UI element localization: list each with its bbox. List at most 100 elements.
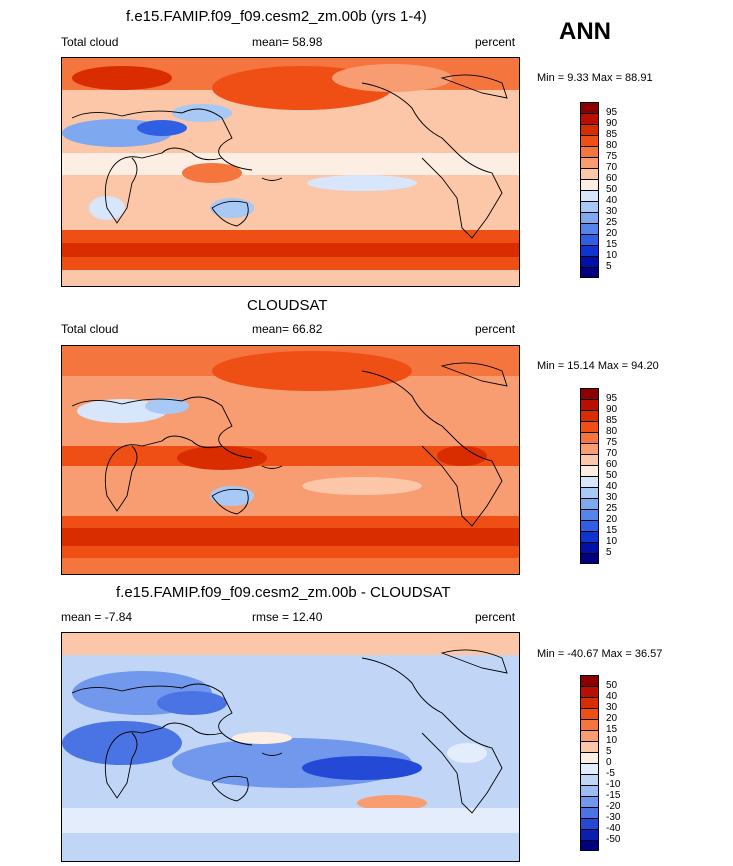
panel3-antarctica: [62, 833, 519, 861]
colorbar-tick-label: 70: [606, 162, 618, 173]
colorbar-tick-label: 50: [606, 470, 618, 481]
colorbar-tick-label: 90: [606, 404, 618, 415]
panel2-npacific: [212, 351, 412, 391]
colorbar-swatch: [580, 113, 599, 124]
colorbar-swatch: [580, 774, 599, 785]
panel2-variable-label: Total cloud: [61, 322, 119, 336]
colorbar-swatch: [580, 796, 599, 807]
colorbar-swatch: [580, 752, 599, 763]
colorbar-tick-label: 95: [606, 107, 618, 118]
colorbar-tick-label: 5: [606, 547, 612, 558]
panel1-maritime-continent: [182, 163, 242, 183]
colorbar-swatch: [580, 730, 599, 741]
panel2-map: [61, 345, 520, 575]
colorbar-tick-label: 40: [606, 481, 618, 492]
panel3-warmpool: [232, 732, 292, 744]
panel1-coastlines: [71, 74, 508, 239]
colorbar-tick-label: 15: [606, 239, 618, 250]
colorbar-swatch: [580, 498, 599, 509]
panel3-amazon: [447, 743, 487, 763]
colorbar-tick-label: -10: [606, 779, 621, 790]
panel3-units: percent: [475, 610, 516, 624]
panel2-title: CLOUDSAT: [247, 297, 328, 314]
colorbar-swatch: [580, 135, 599, 146]
panel3-rmse: rmse = 12.40: [252, 610, 323, 624]
panel2-field: [62, 346, 519, 574]
colorbar-swatch: [580, 443, 599, 454]
colorbar-tick-label: -40: [606, 823, 621, 834]
panel1-mean: mean= 58.98: [252, 35, 323, 49]
panel1-arabia: [137, 120, 187, 136]
colorbar-swatch: [580, 388, 599, 399]
panel3-asia-neg: [157, 691, 227, 715]
colorbar-tick-label: 75: [606, 151, 618, 162]
colorbar-swatch: [580, 234, 599, 245]
panel3-minmax: Min = -40.67 Max = 36.57: [537, 648, 663, 660]
panel2-maritime-continent: [177, 446, 267, 470]
panel1-epac: [307, 175, 417, 191]
colorbar-swatch: [580, 267, 599, 278]
panel2-itcz: [62, 446, 519, 466]
colorbar-swatch: [580, 102, 599, 113]
colorbar-swatch: [580, 818, 599, 829]
panel2-minmax: Min = 15.14 Max = 94.20: [537, 360, 659, 372]
panel3-africa-neg: [62, 721, 182, 765]
colorbar-tick-label: -15: [606, 790, 621, 801]
colorbar-swatch: [580, 829, 599, 840]
season-label: ANN: [559, 18, 611, 45]
panel1-south-core: [62, 243, 519, 257]
colorbar-tick-label: 40: [606, 195, 618, 206]
colorbar-tick-label: 15: [606, 525, 618, 536]
colorbar-tick-label: 80: [606, 426, 618, 437]
colorbar-tick-label: 15: [606, 724, 618, 735]
panel1-tropics: [62, 153, 519, 175]
panel1-units: percent: [475, 35, 516, 49]
colorbar-tick-label: 5: [606, 261, 612, 272]
colorbar-swatch: [580, 553, 599, 564]
colorbar-tick-label: 20: [606, 228, 618, 239]
colorbar-swatch: [580, 509, 599, 520]
colorbar-swatch: [580, 763, 599, 774]
panel2-antarctica: [62, 558, 519, 574]
colorbar-tick-label: 85: [606, 129, 618, 140]
colorbar-swatch: [580, 157, 599, 168]
colorbar-tick-label: 20: [606, 713, 618, 724]
colorbar-tick-label: 70: [606, 448, 618, 459]
panel1-variable-label: Total cloud: [61, 35, 119, 49]
colorbar-swatch: [580, 675, 599, 686]
colorbar-tick-label: 50: [606, 680, 618, 691]
panel3-epac-neg: [302, 756, 422, 780]
panel2-sahara: [77, 399, 167, 423]
panel1-arctic-light: [332, 64, 452, 92]
colorbar-tick-label: 10: [606, 250, 618, 261]
colorbar-swatch: [580, 399, 599, 410]
colorbar-swatch: [580, 719, 599, 730]
panel2-coastlines: [71, 362, 508, 527]
colorbar-swatch: [580, 124, 599, 135]
colorbar-tick-label: 30: [606, 702, 618, 713]
panel2-units: percent: [475, 322, 516, 336]
panel1-title: f.e15.FAMIP.f09_f09.cesm2_zm.00b (yrs 1-…: [126, 8, 427, 25]
colorbar-tick-label: 10: [606, 735, 618, 746]
colorbar-tick-label: 80: [606, 140, 618, 151]
colorbar-swatch: [580, 212, 599, 223]
colorbar-tick-label: 10: [606, 536, 618, 547]
panel2-sepac: [302, 477, 422, 495]
colorbar-swatch: [580, 432, 599, 443]
colorbar-tick-label: 75: [606, 437, 618, 448]
panel1-field: [62, 58, 519, 286]
colorbar-swatch: [580, 785, 599, 796]
colorbar-swatch: [580, 487, 599, 498]
panel1-antarctica: [62, 270, 519, 286]
panel2-mean: mean= 66.82: [252, 322, 323, 336]
colorbar-tick-label: 90: [606, 118, 618, 129]
colorbar-swatch: [580, 256, 599, 267]
colorbar-swatch: [580, 168, 599, 179]
colorbar-swatch: [580, 520, 599, 531]
colorbar-swatch: [580, 686, 599, 697]
colorbar-tick-label: -5: [606, 768, 615, 779]
colorbar-swatch: [580, 531, 599, 542]
colorbar-swatch: [580, 201, 599, 212]
panel1-europe-cloud: [72, 66, 172, 90]
panel1-minmax: Min = 9.33 Max = 88.91: [537, 72, 653, 84]
